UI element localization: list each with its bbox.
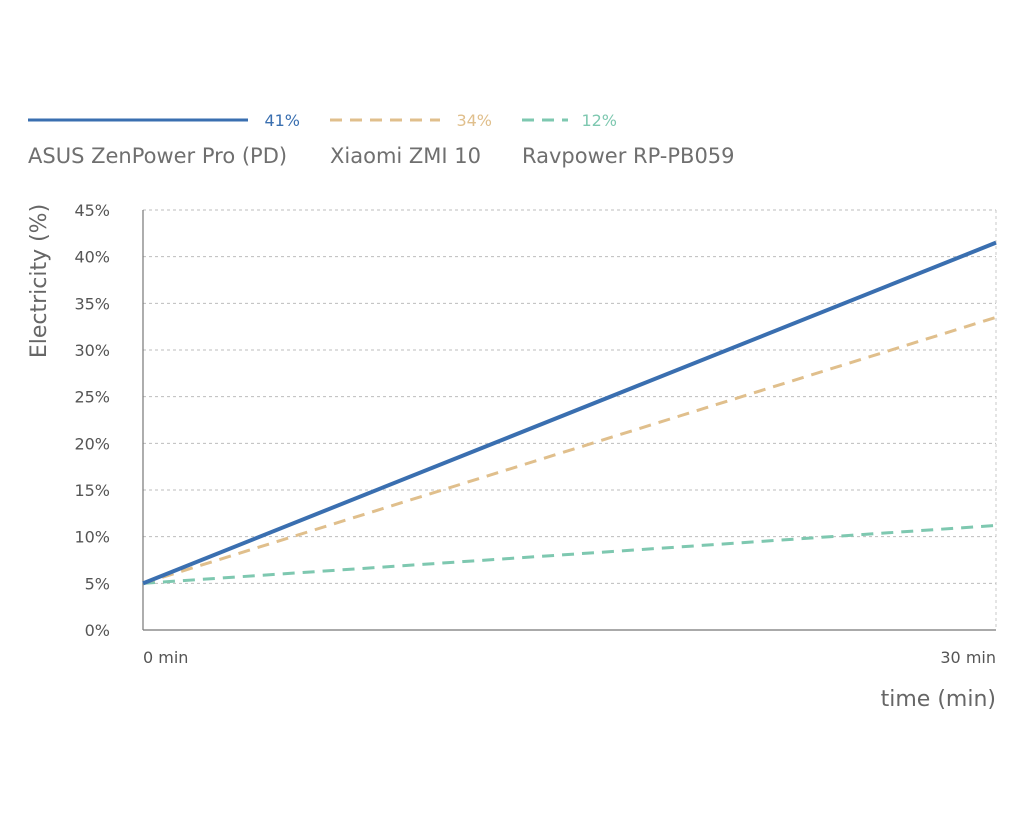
y-tick-label: 15% — [74, 481, 110, 500]
legend-name-2: Ravpower RP-PB059 — [522, 144, 735, 168]
legend: 41% ASUS ZenPower Pro (PD) 34% Xiaomi ZMI 1… — [28, 111, 735, 168]
series-line-1 — [142, 315, 997, 585]
y-tick-label: 5% — [85, 574, 110, 593]
legend-value-2: 12% — [581, 111, 617, 130]
axes — [142, 210, 997, 631]
series-line-2 — [142, 523, 997, 585]
grid — [143, 209, 996, 584]
y-tick-label: 20% — [74, 434, 110, 453]
y-tick-labels: 0% 5% 10% 15% 20% 25% 30% 35% 40% 45% — [74, 201, 110, 640]
y-tick-label: 10% — [74, 528, 110, 547]
y-tick-label: 40% — [74, 248, 110, 267]
x-tick-label: 0 min — [143, 648, 188, 667]
legend-value-0: 41% — [264, 111, 300, 130]
legend-name-1: Xiaomi ZMI 10 — [330, 144, 481, 168]
y-tick-label: 25% — [74, 388, 110, 407]
series-line-0 — [142, 240, 997, 586]
y-tick-label: 0% — [85, 621, 110, 640]
x-tick-label: 30 min — [940, 648, 996, 667]
series-lines — [142, 240, 997, 586]
y-tick-label: 45% — [74, 201, 110, 220]
legend-name-0: ASUS ZenPower Pro (PD) — [28, 144, 287, 168]
y-axis-title: Electricity (%) — [27, 204, 52, 358]
y-tick-label: 35% — [74, 294, 110, 313]
x-axis-title: time (min) — [881, 687, 996, 712]
x-tick-labels: 0 min 30 min — [143, 648, 996, 667]
legend-value-1: 34% — [456, 111, 492, 130]
y-tick-label: 30% — [74, 341, 110, 360]
